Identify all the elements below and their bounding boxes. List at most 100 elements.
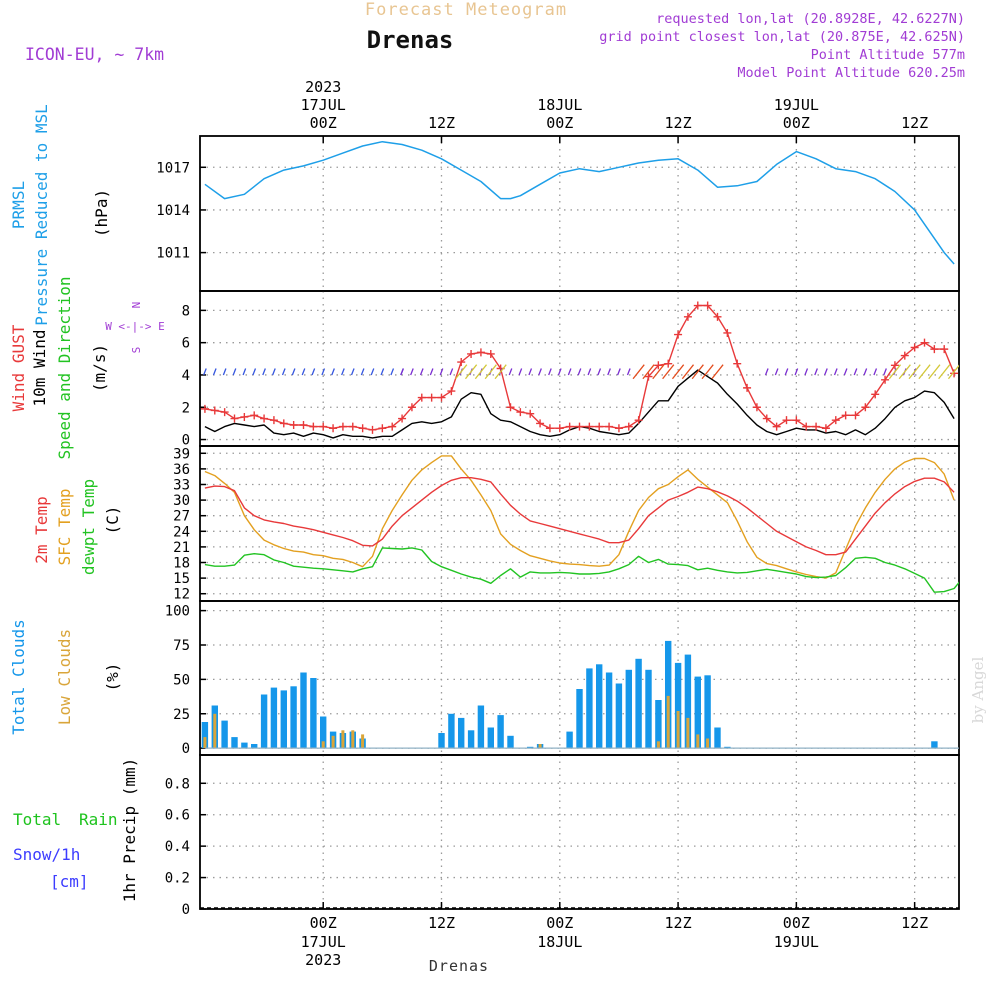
clouds-ytick-label: 0	[182, 741, 190, 757]
wind-direction-arrow	[814, 368, 818, 376]
gust-marker	[279, 419, 288, 428]
wind-ytick-label: 0	[182, 433, 190, 449]
wind-speed-dir-label: Speed and Direction	[55, 276, 74, 459]
wind-direction-arrow	[291, 368, 296, 376]
gust-marker	[812, 422, 821, 431]
temp-ytick-label: 27	[173, 509, 190, 525]
gust-marker	[703, 301, 712, 310]
total-clouds-bar	[458, 717, 465, 749]
gust-marker	[723, 328, 732, 337]
gust-marker	[683, 312, 692, 321]
gust-marker	[861, 403, 870, 412]
wind-direction-arrow	[587, 368, 592, 376]
wind-direction-arrow	[484, 364, 497, 380]
time-label-top: 12Z	[428, 114, 455, 132]
wind-unit: (m/s)	[90, 344, 109, 392]
total-clouds-bar	[674, 662, 682, 749]
gust-marker	[329, 424, 338, 433]
temp-ytick-label: 18	[173, 556, 190, 572]
low-clouds-bar	[361, 734, 365, 749]
wind-direction-arrow	[617, 368, 621, 376]
model-label: ICON-EU, ~ 7km	[25, 45, 164, 64]
gust-marker	[486, 349, 495, 358]
total-clouds-bar	[477, 705, 485, 749]
gust-marker	[368, 425, 377, 434]
gust-marker	[230, 414, 239, 423]
wind-direction-arrow	[301, 368, 306, 376]
total-clouds-bar	[625, 669, 632, 749]
wind-ytick-label: 2	[182, 400, 190, 416]
gust-marker	[338, 422, 347, 431]
wind-direction-arrow	[281, 368, 286, 376]
time-label-bottom: 00Z	[310, 914, 337, 932]
precip-ytick-label: 0.6	[165, 808, 190, 824]
gust-marker	[476, 348, 485, 357]
gust-marker	[200, 404, 209, 413]
wind-direction-arrow	[311, 368, 316, 376]
total-clouds-bar	[714, 727, 721, 749]
precip-total-label: Total	[13, 810, 61, 829]
time-label-bottom: 00Z	[783, 914, 810, 932]
wind-direction-arrow	[597, 368, 602, 376]
compass-we: W <-|-> E	[105, 320, 165, 333]
total-clouds-bar	[507, 735, 514, 749]
precip-ytick-label: 0	[182, 902, 190, 918]
precip-ytick-label: 0.4	[165, 839, 190, 855]
wind-direction-arrow	[853, 368, 858, 376]
wind-direction-arrow	[873, 368, 878, 376]
gust-marker	[447, 387, 456, 396]
wind-direction-arrow	[662, 364, 675, 380]
total-clouds-bar	[448, 713, 455, 749]
wind-direction-arrow	[557, 368, 562, 376]
wind-direction-arrow	[843, 368, 848, 376]
gust-marker	[851, 411, 860, 420]
wind-direction-arrow	[380, 368, 385, 376]
pressure-ytick-label: 1011	[156, 246, 190, 262]
wind-ytick-label: 6	[182, 336, 190, 352]
precip-snow-label: Snow/1h	[13, 845, 80, 864]
gust-marker	[319, 422, 328, 431]
total-clouds-bar	[467, 730, 475, 749]
wind-direction-arrow	[455, 364, 468, 380]
total-clouds-bar	[566, 731, 573, 749]
total-clouds-bar	[931, 741, 938, 749]
gust-marker	[792, 416, 801, 425]
gust-marker	[427, 393, 436, 402]
gust-marker	[674, 330, 683, 339]
temp-ytick-label: 39	[173, 446, 190, 462]
gust-marker	[782, 416, 791, 425]
wind-ytick-label: 4	[182, 368, 190, 384]
wind-direction-arrow	[242, 368, 247, 376]
gust-marker	[644, 372, 653, 381]
wind-direction-arrow	[232, 368, 237, 376]
total-clouds-bar	[310, 678, 317, 749]
gust-marker	[713, 312, 722, 321]
gust-marker	[398, 414, 407, 423]
total-clouds-bar	[251, 744, 258, 749]
wind-direction-arrow	[464, 364, 478, 380]
gust-marker	[516, 408, 525, 417]
wind-direction-arrow	[203, 368, 207, 376]
precip-ytick-label: 0.2	[165, 871, 190, 887]
low-clouds-bar	[331, 735, 335, 749]
wind-direction-arrow	[360, 368, 365, 376]
gust-marker	[210, 406, 219, 415]
gust-marker	[506, 403, 515, 412]
time-label-top: 00Z	[546, 114, 573, 132]
gust-marker	[457, 358, 466, 367]
compass-n: N	[130, 302, 143, 309]
total-clouds-bar	[231, 737, 238, 749]
wind-direction-arrow	[538, 368, 542, 376]
date-label-top: 19JUL	[774, 96, 819, 114]
gust-marker	[634, 416, 643, 425]
grid-coords: grid point closest lon,lat (20.875E, 42.…	[599, 29, 965, 45]
gust-marker	[831, 416, 840, 425]
temp-ytick-label: 24	[173, 524, 190, 540]
total-clouds-bar	[487, 727, 494, 749]
total-clouds-bar	[438, 733, 445, 749]
wind-direction-arrow	[400, 368, 404, 376]
gust-marker	[802, 422, 811, 431]
total-clouds-bar	[201, 722, 209, 749]
